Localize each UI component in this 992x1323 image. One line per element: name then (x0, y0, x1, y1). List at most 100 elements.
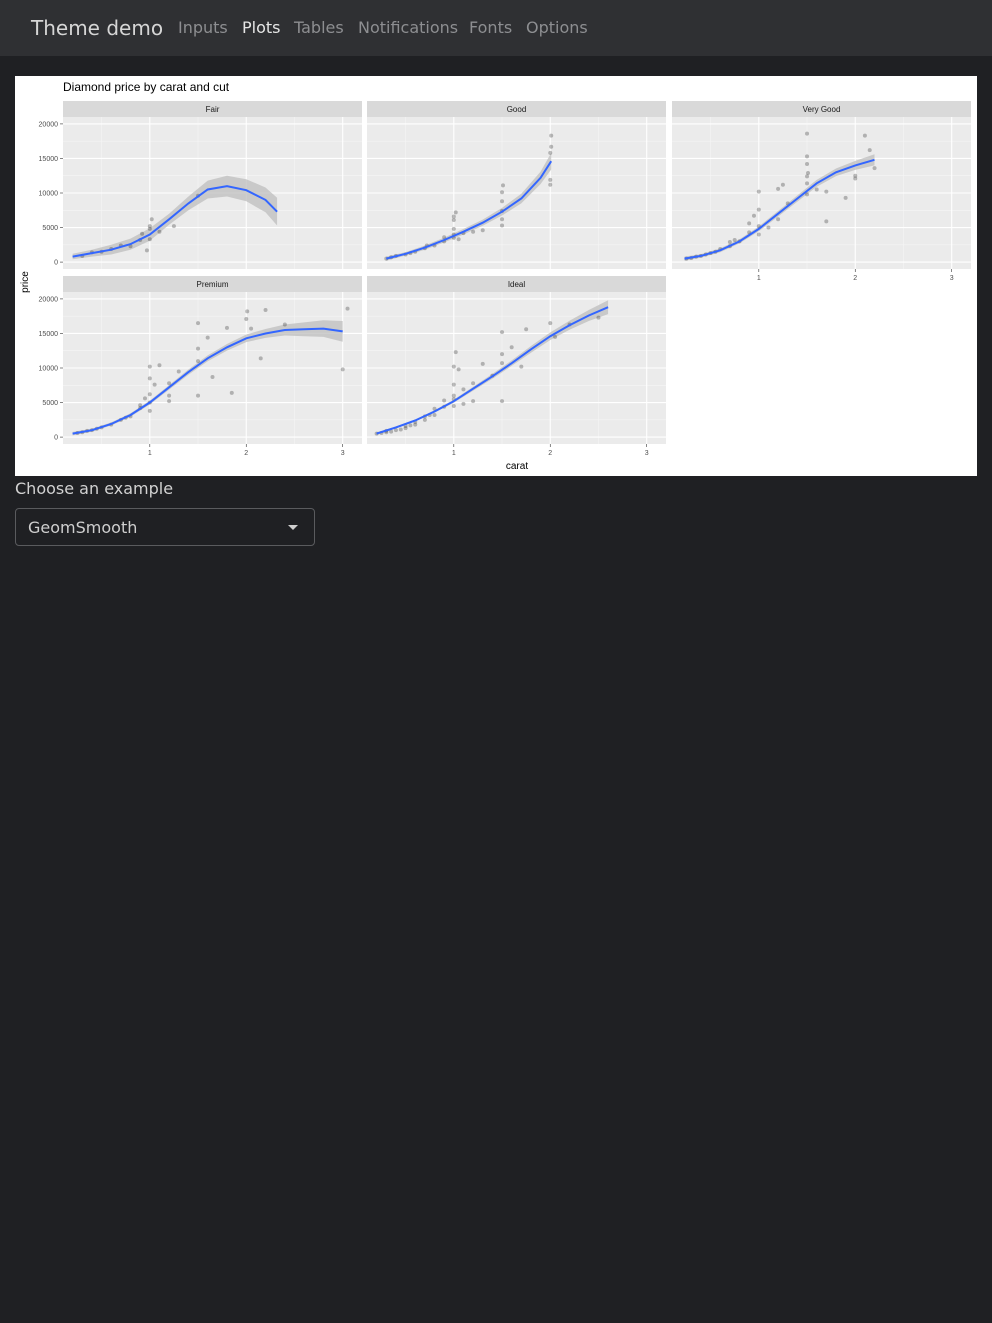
data-point (442, 398, 447, 403)
facet-strip (63, 101, 362, 117)
data-point (149, 217, 154, 222)
data-point (413, 422, 418, 427)
y-tick-label: 0 (54, 260, 58, 267)
x-tick-label: 3 (950, 275, 954, 282)
facet-strip (367, 101, 666, 117)
facet-panel: Fair 0 5000 10000 15000 20000 (39, 101, 362, 269)
data-point (500, 190, 505, 195)
data-point (500, 217, 505, 222)
data-point (843, 195, 848, 200)
chevron-down-icon (288, 525, 298, 530)
data-point (780, 182, 785, 187)
data-point (500, 199, 505, 204)
data-point (805, 174, 810, 179)
data-point (167, 381, 172, 386)
data-point (519, 364, 524, 369)
data-point (549, 144, 554, 149)
example-select-value: GeomSmooth (28, 518, 138, 537)
data-point (138, 403, 143, 408)
data-point (756, 232, 761, 237)
data-point (548, 182, 553, 187)
data-point (422, 417, 427, 422)
data-point (727, 240, 732, 245)
data-point (451, 214, 456, 219)
navbar-brand[interactable]: Theme demo (31, 16, 164, 40)
data-point (549, 133, 554, 138)
data-point (451, 393, 456, 398)
data-point (500, 352, 505, 357)
data-point (282, 322, 287, 327)
facet-panel: Very Good 1 2 3 (672, 101, 971, 282)
confidence-ribbon (376, 300, 609, 435)
data-point (500, 330, 505, 335)
data-point (548, 150, 553, 155)
data-point (258, 356, 263, 361)
data-point (245, 309, 250, 314)
nav-item-plots[interactable]: Plots (242, 18, 281, 37)
example-select-label: Choose an example (15, 479, 174, 498)
facet-strip-label: Premium (196, 280, 228, 289)
data-point (451, 217, 456, 222)
data-point (345, 306, 350, 311)
data-point (805, 170, 810, 175)
data-point (500, 361, 505, 366)
data-point (157, 229, 162, 234)
facet-strip-label: Ideal (508, 280, 526, 289)
data-point (766, 225, 771, 230)
y-tick-label: 20000 (39, 296, 59, 303)
data-point (756, 189, 761, 194)
data-point (196, 346, 201, 351)
smooth-line (72, 327, 343, 435)
nav-item-tables[interactable]: Tables (294, 18, 344, 37)
data-point (824, 189, 829, 194)
data-point (224, 325, 229, 330)
nav-item-options[interactable]: Options (526, 18, 588, 37)
example-select[interactable]: GeomSmooth (15, 508, 315, 546)
facet-strip-label: Good (507, 105, 527, 114)
data-point (167, 399, 172, 404)
data-point (140, 231, 145, 236)
facet-strip-label: Very Good (803, 105, 841, 114)
data-point (451, 364, 456, 369)
x-tick-label: 3 (341, 450, 345, 457)
data-point (263, 307, 268, 312)
data-point (171, 224, 176, 229)
data-point (747, 221, 752, 226)
nav-item-inputs[interactable]: Inputs (178, 18, 228, 37)
data-point (805, 154, 810, 159)
data-point (176, 369, 181, 374)
data-point (524, 327, 529, 332)
y-axis-label: price (20, 271, 31, 293)
smooth-line (376, 306, 609, 435)
confidence-ribbon (72, 320, 343, 436)
data-point (500, 183, 505, 188)
data-point (142, 396, 147, 401)
y-tick-label: 15000 (39, 331, 59, 338)
data-point (824, 219, 829, 224)
x-tick-label: 2 (548, 450, 552, 457)
nav-item-notifications[interactable]: Notifications (358, 18, 459, 37)
data-point (453, 350, 458, 355)
facet-strip (367, 276, 666, 292)
faceted-scatter-plot: Diamond price by carat and cut carat pri… (20, 80, 971, 472)
facet-strip (672, 101, 971, 117)
x-axis-label: carat (506, 461, 528, 472)
data-point (167, 393, 172, 398)
nav-item-fonts[interactable]: Fonts (469, 18, 513, 37)
data-point (776, 186, 781, 191)
x-tick-label: 3 (645, 450, 649, 457)
data-point (210, 374, 215, 379)
data-point (229, 390, 234, 395)
y-tick-label: 5000 (42, 400, 58, 407)
data-point (389, 429, 394, 434)
facet-strip (63, 276, 362, 292)
facet-panel: Premium 0 5000 10000 15000 20000 1 2 3 (39, 276, 362, 457)
data-point (152, 382, 157, 387)
data-point (805, 192, 810, 197)
data-point (432, 412, 437, 417)
data-point (408, 423, 413, 428)
navbar: Theme demo Inputs Plots Tables Notificat… (0, 0, 992, 56)
y-tick-label: 0 (54, 435, 58, 442)
data-point (471, 399, 476, 404)
